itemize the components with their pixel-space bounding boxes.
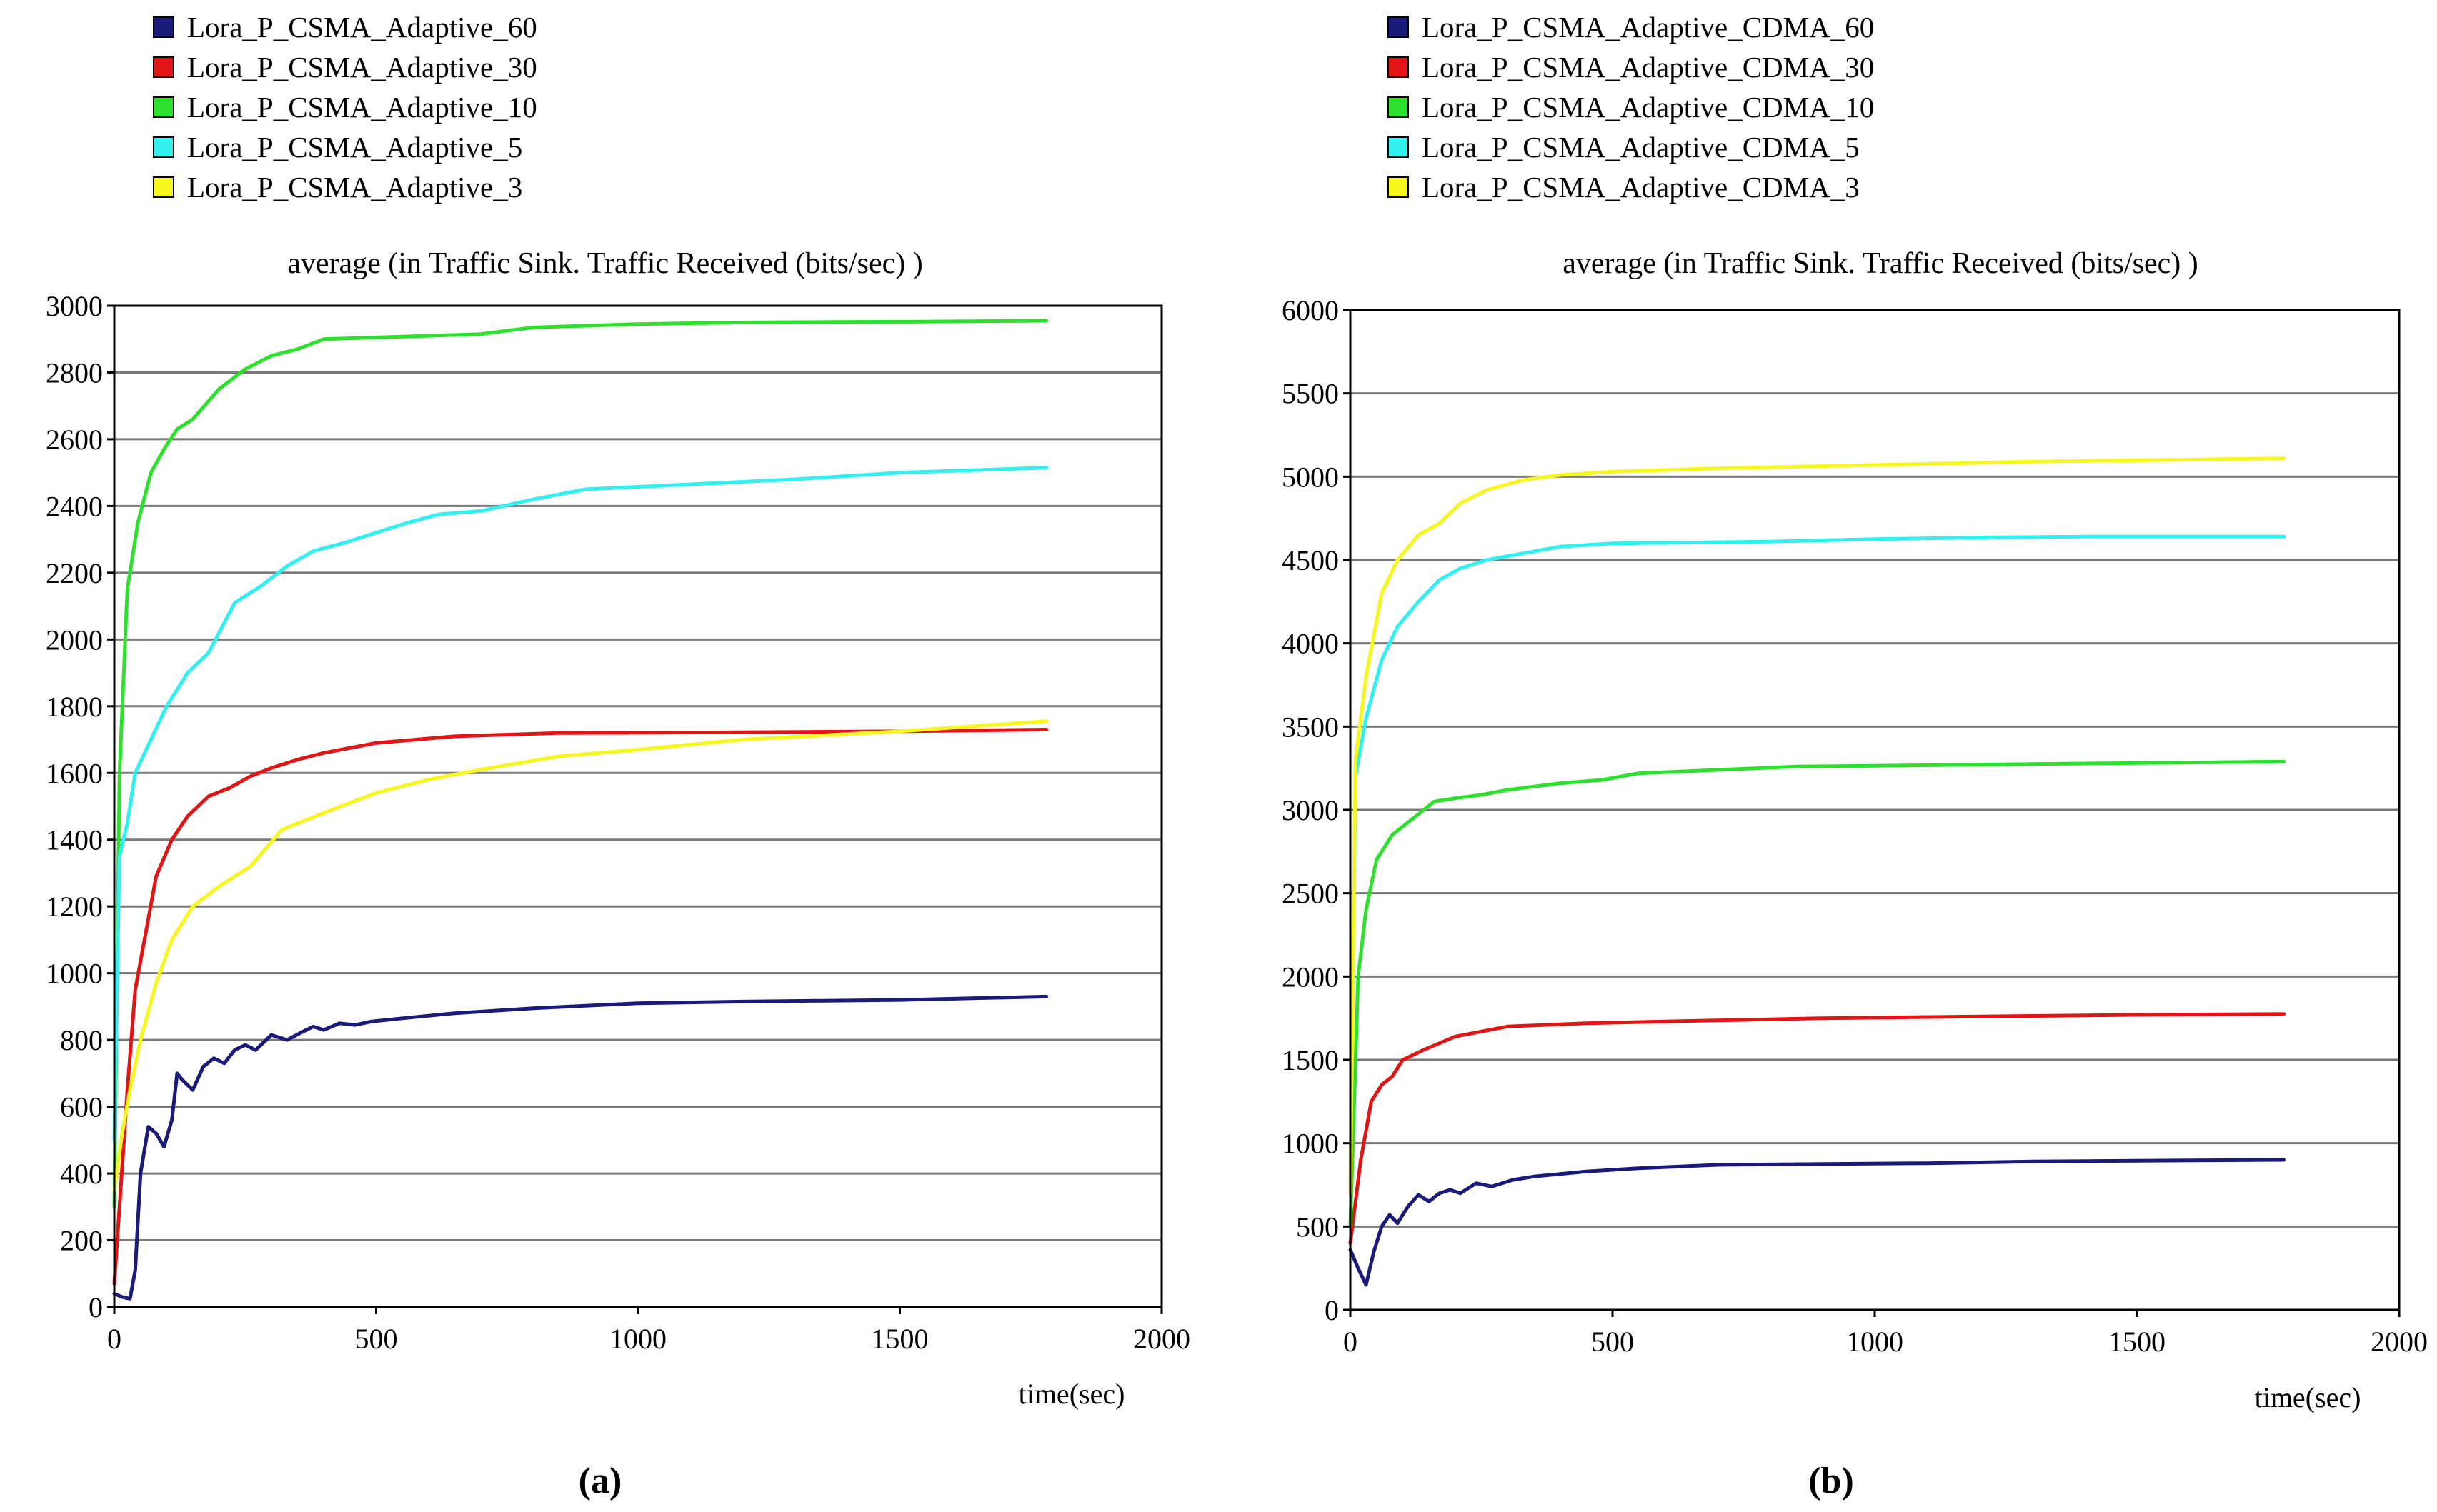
legend-label-a-3: Lora_P_CSMA_Adaptive_5 (187, 131, 522, 164)
y-tick-label-a-13: 2600 (46, 424, 103, 456)
legend-swatch-a-0 (153, 16, 174, 38)
legend-swatch-b-2 (1387, 96, 1409, 118)
panel-label-b: (b) (1808, 1461, 1854, 1501)
plot-frame-a (113, 304, 1163, 1308)
legend-label-b-2: Lora_P_CSMA_Adaptive_CDMA_10 (1422, 91, 1874, 124)
legend-label-b-3: Lora_P_CSMA_Adaptive_CDMA_5 (1422, 131, 1860, 164)
y-tick-label-b-1: 500 (1296, 1211, 1339, 1243)
x-axis-label-a: time(sec) (1019, 1378, 1125, 1410)
y-tick-label-b-8: 4000 (1282, 628, 1339, 660)
chart-title-b: average (in Traffic Sink. Traffic Receiv… (1563, 247, 2198, 280)
y-tick-label-b-4: 2000 (1282, 961, 1339, 993)
y-tick-label-b-7: 3500 (1282, 711, 1339, 743)
chart-panel-b: Lora_P_CSMA_Adaptive_CDMA_60 Lora_P_CSMA… (1282, 11, 2428, 1501)
legend-a: Lora_P_CSMA_Adaptive_60 Lora_P_CSMA_Adap… (153, 11, 537, 204)
legend-label-a-1: Lora_P_CSMA_Adaptive_30 (187, 51, 537, 84)
legend-swatch-a-4 (153, 176, 174, 198)
x-tick-label-a-1: 500 (355, 1323, 398, 1355)
legend-label-a-2: Lora_P_CSMA_Adaptive_10 (187, 91, 537, 124)
y-tick-label-a-8: 1600 (46, 757, 103, 789)
series-line-a-2 (112, 319, 1049, 1209)
y-tick-label-a-3: 600 (60, 1091, 103, 1123)
legend-swatch-b-1 (1387, 56, 1409, 78)
grid-b (1350, 392, 2399, 1228)
chart-panel-a: Lora_P_CSMA_Adaptive_60 Lora_P_CSMA_Adap… (46, 11, 1190, 1501)
x-tick-label-a-0: 0 (107, 1323, 121, 1355)
y-tick-label-a-9: 1800 (46, 691, 103, 723)
x-tick-label-b-3: 1500 (2108, 1326, 2166, 1358)
legend-label-a-4: Lora_P_CSMA_Adaptive_3 (187, 171, 522, 204)
legend-swatch-a-1 (153, 56, 174, 78)
series-group-a (112, 319, 1049, 1301)
series-group-b (1348, 456, 2286, 1287)
y-tick-label-a-11: 2200 (46, 557, 103, 589)
series-line-a-1 (112, 728, 1049, 1286)
y-axis-b: 0 500 1000 1500 2000 2500 3000 3500 4000 4500 5000… (1282, 294, 1350, 1326)
y-tick-label-a-12: 2400 (46, 490, 103, 522)
legend-label-b-4: Lora_P_CSMA_Adaptive_CDMA_3 (1422, 171, 1860, 204)
series-line-b-1 (1348, 1012, 2286, 1246)
x-tick-label-b-4: 2000 (2371, 1326, 2428, 1358)
series-line-a-3 (112, 466, 1049, 1142)
y-tick-label-b-10: 5000 (1282, 461, 1339, 493)
series-line-b-2 (1348, 759, 2286, 1228)
legend-label-b-1: Lora_P_CSMA_Adaptive_CDMA_30 (1422, 51, 1874, 84)
legend-b: Lora_P_CSMA_Adaptive_CDMA_60 Lora_P_CSMA… (1387, 11, 1874, 204)
series-line-b-0 (1348, 1158, 2286, 1287)
y-tick-label-b-0: 0 (1325, 1294, 1339, 1326)
series-line-a-4 (112, 719, 1049, 1192)
y-axis-a: 0 200 400 600 800 1000 1200 1400 1600 1800 2000 220… (46, 290, 114, 1323)
x-tick-label-b-0: 0 (1343, 1326, 1357, 1358)
y-tick-label-a-4: 800 (60, 1024, 103, 1056)
y-tick-label-b-3: 1500 (1282, 1044, 1339, 1076)
x-tick-label-a-3: 1500 (872, 1323, 929, 1355)
x-tick-label-a-2: 1000 (609, 1323, 667, 1355)
y-tick-label-a-15: 3000 (46, 290, 103, 322)
legend-swatch-a-3 (153, 136, 174, 158)
legend-label-a-0: Lora_P_CSMA_Adaptive_60 (187, 11, 537, 44)
y-tick-label-a-7: 1400 (46, 824, 103, 856)
grid-a (114, 371, 1162, 1242)
y-tick-label-b-11: 5500 (1282, 378, 1339, 410)
y-tick-label-b-12: 6000 (1282, 294, 1339, 326)
x-axis-b: 0 500 1000 1500 2000 (1343, 1310, 2428, 1358)
panel-label-a: (a) (579, 1461, 622, 1501)
legend-swatch-b-4 (1387, 176, 1409, 198)
y-tick-label-a-5: 1000 (46, 958, 103, 990)
y-tick-label-a-14: 2800 (46, 356, 103, 389)
x-axis-a: 0 500 1000 1500 2000 (107, 1307, 1190, 1355)
x-axis-label-b: time(sec) (2255, 1381, 2361, 1413)
y-tick-label-b-6: 3000 (1282, 794, 1339, 826)
series-line-a-0 (112, 994, 1049, 1301)
x-tick-label-a-4: 2000 (1133, 1323, 1190, 1355)
x-tick-label-b-1: 500 (1591, 1326, 1634, 1358)
y-tick-label-a-0: 0 (89, 1291, 103, 1323)
y-tick-label-a-10: 2000 (46, 624, 103, 656)
y-tick-label-a-1: 200 (60, 1225, 103, 1257)
legend-swatch-b-3 (1387, 136, 1409, 158)
legend-swatch-b-0 (1387, 16, 1409, 38)
series-line-b-3 (1348, 534, 2286, 1196)
legend-swatch-a-2 (153, 96, 174, 118)
x-tick-label-b-2: 1000 (1846, 1326, 1903, 1358)
y-tick-label-a-6: 1200 (46, 891, 103, 923)
y-tick-label-b-5: 2500 (1282, 878, 1339, 910)
series-line-b-4 (1348, 456, 2286, 1196)
chart-title-a: average (in Traffic Sink. Traffic Receiv… (287, 247, 923, 280)
y-tick-label-b-9: 4500 (1282, 544, 1339, 576)
y-tick-label-a-2: 400 (60, 1158, 103, 1190)
y-tick-label-b-2: 1000 (1282, 1128, 1339, 1160)
legend-label-b-0: Lora_P_CSMA_Adaptive_CDMA_60 (1422, 11, 1874, 44)
